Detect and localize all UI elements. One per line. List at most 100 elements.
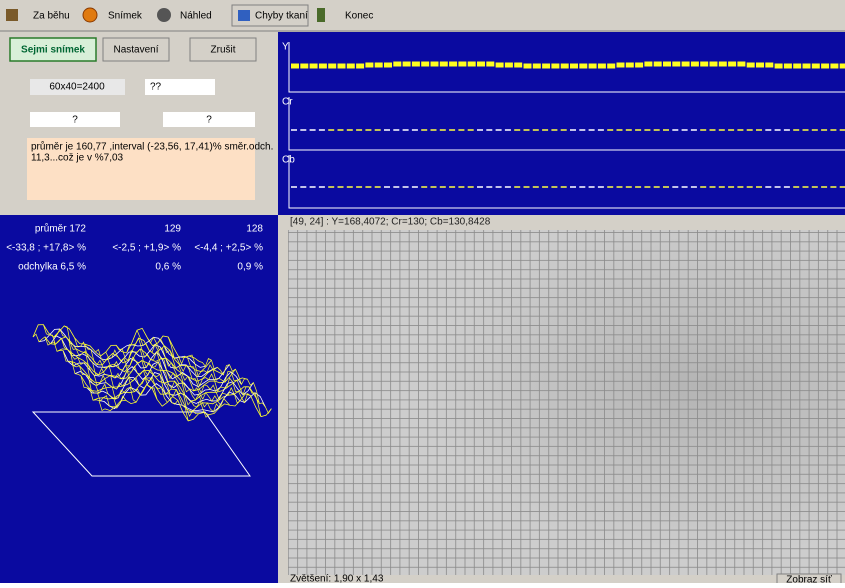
strip-dash [356,186,362,188]
field-text: ? [206,115,212,126]
strip-dash [728,186,734,188]
strip-dash [365,186,371,188]
tool-label[interactable]: Za běhu [33,11,70,22]
strip-dash [412,62,420,67]
strip-dash [728,129,734,131]
strip-dash [682,186,688,188]
strip-dash [607,64,615,69]
strip-label: Y [282,42,289,53]
strip-dash [710,62,718,67]
strip-dash [375,129,381,131]
strip-dash [784,186,790,188]
strip-dash [319,186,325,188]
tool-preview[interactable]: Náhled [157,8,212,22]
app-window: Za běhu Snímek Náhled Chyby tkaní Konec … [0,0,845,583]
stat: odchylka 6,5 % [18,262,86,273]
icon [317,8,325,22]
strip-dash [821,186,827,188]
strip-dash [468,62,476,67]
stat: 128 [246,224,263,235]
cursor-info: [49, 24] : Y=168,4072; Cr=130; Cb=130,84… [290,217,491,228]
strip-dash [803,129,809,131]
strip-dash [458,186,464,188]
strip-dash [607,129,613,131]
strip-dash [486,62,494,67]
strip-dash [756,186,762,188]
strip-dash [644,62,652,67]
strip-dash [803,64,811,69]
strip-dash [505,186,511,188]
strip-dash [821,129,827,131]
field-text: 60x40=2400 [49,82,105,93]
strip-dash [765,186,771,188]
strip-dash [570,129,576,131]
strip-dash [449,186,455,188]
strip-dash [486,129,492,131]
strip-dash [756,63,764,68]
tool-label[interactable]: Snímek [108,11,143,22]
strip-dash [793,64,801,69]
strip-dash [328,64,336,69]
strip-dash [291,64,299,69]
strip-dash [840,64,845,69]
strip-dash [300,129,306,131]
strip-dash [561,129,567,131]
strip-dash [700,186,706,188]
strip-dash [784,129,790,131]
strip-dash [626,186,632,188]
strip-dash [496,186,502,188]
tool-errors[interactable]: Chyby tkaní [232,5,308,26]
strip-dash [551,186,557,188]
strip-dash [291,186,297,188]
strip-dash [570,64,578,69]
tool-snapshot[interactable]: Snímek [83,8,143,22]
strip-dash [338,64,346,69]
strip-dash [570,186,576,188]
tool-label[interactable]: Náhled [180,11,212,22]
zoom-info: Zvětšení: 1,90 x 1,43 [290,574,384,583]
field-text: ?? [150,82,162,93]
strip-dash [393,62,401,67]
capture-label[interactable]: Sejmi snímek [21,45,85,56]
strip-dash [365,63,373,68]
strip-dash [784,64,792,69]
stat: <-4,4 ; +2,5> % [194,243,263,254]
settings-label[interactable]: Nastavení [113,45,158,56]
strip-dash [319,64,327,69]
strip-dash [682,129,688,131]
strip-dash [821,64,829,69]
strip-dash [747,63,755,68]
strip-dash [524,186,530,188]
strip-dash [542,129,548,131]
strip-dash [514,129,520,131]
strip-dash [431,186,437,188]
strip-dash [431,129,437,131]
strip-dash [412,186,418,188]
strip-dash [477,186,483,188]
strip-dash [840,186,845,188]
strip-dash [551,64,559,69]
tool-label[interactable]: Konec [345,11,373,22]
cancel-label[interactable]: Zrušit [211,45,236,56]
strip-dash [644,186,650,188]
strip-dash [589,129,595,131]
strip-dash [440,186,446,188]
image-grid [288,230,845,575]
strip-dash [468,129,474,131]
strip-dash [393,129,399,131]
stat: <-33,8 ; +17,8> % [6,243,86,254]
tool-label[interactable]: Chyby tkaní [255,11,308,22]
strip-dash [654,62,662,67]
strip-dash [524,64,532,69]
strip-dash [830,186,836,188]
strip-dash [663,62,671,67]
strip-dash [672,62,680,67]
tool-run[interactable]: Za běhu [6,9,70,22]
strip-dash [384,63,392,68]
grid-button-label[interactable]: Zobraz síť [786,575,832,583]
strip-dash [514,186,520,188]
field-text: ? [72,115,78,126]
strip-dash [691,62,699,67]
strip-dash [449,62,457,67]
strip-dash [356,129,362,131]
